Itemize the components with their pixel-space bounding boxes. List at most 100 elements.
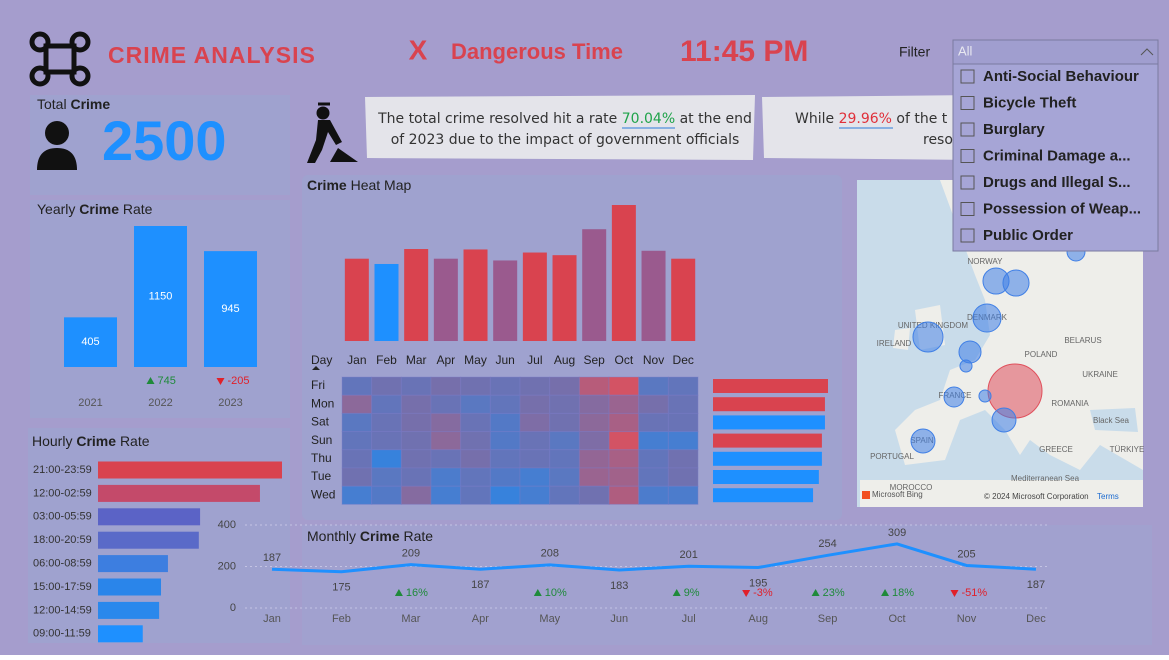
row-total-bar — [713, 397, 825, 412]
filter-option[interactable]: Drugs and Illegal S... — [983, 174, 1131, 191]
chart-title: Monthly Crime Rate — [307, 528, 433, 544]
column-bar — [552, 255, 577, 341]
heat-cell — [608, 394, 640, 414]
checkbox[interactable] — [960, 69, 975, 84]
heat-cell — [667, 431, 699, 451]
bar — [98, 601, 160, 619]
heat-cell — [667, 394, 699, 414]
row-label: Wed — [311, 487, 335, 501]
heat-cell — [549, 376, 580, 396]
data-label: 187 — [1027, 579, 1045, 591]
up-arrow — [881, 589, 890, 596]
change-label: 9% — [684, 587, 700, 599]
heat-cell — [400, 485, 432, 505]
map-bubble — [972, 303, 1002, 333]
x-tick-label: Jul — [527, 353, 542, 367]
heat-cell — [578, 449, 610, 469]
x-tick-label: Nov — [957, 613, 977, 625]
filter-option[interactable]: Public Order — [983, 227, 1073, 244]
map-terms[interactable]: Terms — [1097, 492, 1119, 501]
bar — [98, 625, 143, 643]
row-label: Sun — [311, 433, 332, 447]
checkbox[interactable] — [960, 149, 975, 163]
x-tick-label: Dec — [673, 353, 694, 367]
up-arrow — [533, 589, 542, 596]
heat-cell — [430, 394, 462, 414]
chart-title-part: Crime — [307, 177, 347, 193]
chart-title: Crime Heat Map — [307, 177, 411, 193]
filter-option[interactable]: Possession of Weap... — [983, 200, 1141, 217]
note-line: of 2023 due to the impact of government … — [391, 132, 740, 148]
heat-cell — [341, 485, 373, 505]
x-tick-label: Jan — [347, 353, 366, 367]
column-bar — [671, 258, 696, 341]
map-label: UKRAINE — [1082, 370, 1118, 379]
filter-option[interactable]: Anti-Social Behaviour — [983, 68, 1139, 85]
y-tick-label: 200 — [218, 560, 236, 572]
data-label: 309 — [888, 527, 906, 539]
checkbox[interactable] — [960, 202, 975, 216]
heat-cell — [460, 467, 491, 487]
x-tick-label: Mar — [406, 353, 427, 367]
heat-cell — [667, 412, 699, 433]
alert-time: 11:45 PM — [680, 35, 808, 68]
row-label: Sat — [311, 415, 330, 429]
map-bubble — [912, 321, 944, 353]
chart-title-part: Monthly — [307, 528, 356, 544]
x-tick-label: Mar — [401, 613, 420, 625]
checkbox[interactable] — [960, 122, 975, 137]
chart-title-part: Rate — [123, 201, 153, 217]
change-label: 23% — [823, 587, 845, 599]
filter-option[interactable]: Criminal Damage a... — [983, 147, 1131, 164]
x-tick-label: Jun — [610, 613, 628, 625]
data-label: 201 — [680, 549, 698, 561]
row-total-bar — [713, 470, 819, 484]
column-bar — [374, 263, 399, 341]
filter-dropdown[interactable]: All Anti-Social Behaviour Bicycle Theft Bu… — [952, 39, 1159, 252]
row-label: Mon — [311, 396, 334, 410]
map-land — [860, 480, 1143, 507]
map-label: MOROCCO — [890, 483, 933, 492]
dropdown-box[interactable] — [952, 39, 1159, 65]
change-label: -3% — [753, 587, 773, 599]
column-bar — [493, 260, 518, 341]
y-tick-label: 18:00-20:59 — [33, 534, 92, 546]
heat-cell — [371, 412, 402, 433]
alert-label: Dangerous Time — [451, 39, 623, 64]
heat-cell — [460, 394, 491, 414]
data-label: 187 — [263, 552, 281, 564]
map-logo: Microsoft Bing — [872, 490, 923, 499]
heat-cell — [341, 376, 373, 396]
bar — [64, 317, 117, 367]
note-line: While 29.96% of the t — [795, 111, 948, 127]
row-header: Day — [311, 353, 332, 367]
chart-title-part: Yearly — [37, 201, 75, 217]
filter-option[interactable]: Burglary — [983, 121, 1045, 138]
y-tick-label: 03:00-05:59 — [33, 511, 92, 523]
heat-cell — [667, 467, 699, 487]
heat-cell — [371, 467, 402, 487]
heat-cell — [667, 449, 699, 469]
row-total-bar — [713, 433, 822, 448]
heat-cell — [638, 412, 669, 433]
note-line: reso — [923, 132, 953, 148]
up-arrow — [672, 589, 681, 596]
checkbox[interactable] — [960, 96, 975, 110]
checkbox[interactable] — [960, 228, 975, 243]
x-tick-label: 2023 — [218, 397, 242, 409]
note-text: The total crime resolved hit a rate — [377, 111, 617, 127]
data-label: 175 — [332, 582, 350, 594]
heat-cell — [578, 376, 610, 396]
heat-cell — [667, 485, 699, 505]
row-label: Tue — [311, 469, 332, 483]
checkbox[interactable] — [960, 175, 975, 190]
dropdown-value[interactable]: All — [958, 43, 973, 58]
x-tick-label: 2022 — [148, 397, 172, 409]
note-text: at the end — [680, 111, 752, 127]
heat-cell — [400, 467, 432, 487]
dropdown-caret[interactable] — [1140, 48, 1154, 56]
bar — [134, 226, 187, 367]
heat-cell — [638, 467, 669, 487]
heat-cell — [519, 431, 551, 451]
filter-option[interactable]: Bicycle Theft — [983, 94, 1076, 111]
